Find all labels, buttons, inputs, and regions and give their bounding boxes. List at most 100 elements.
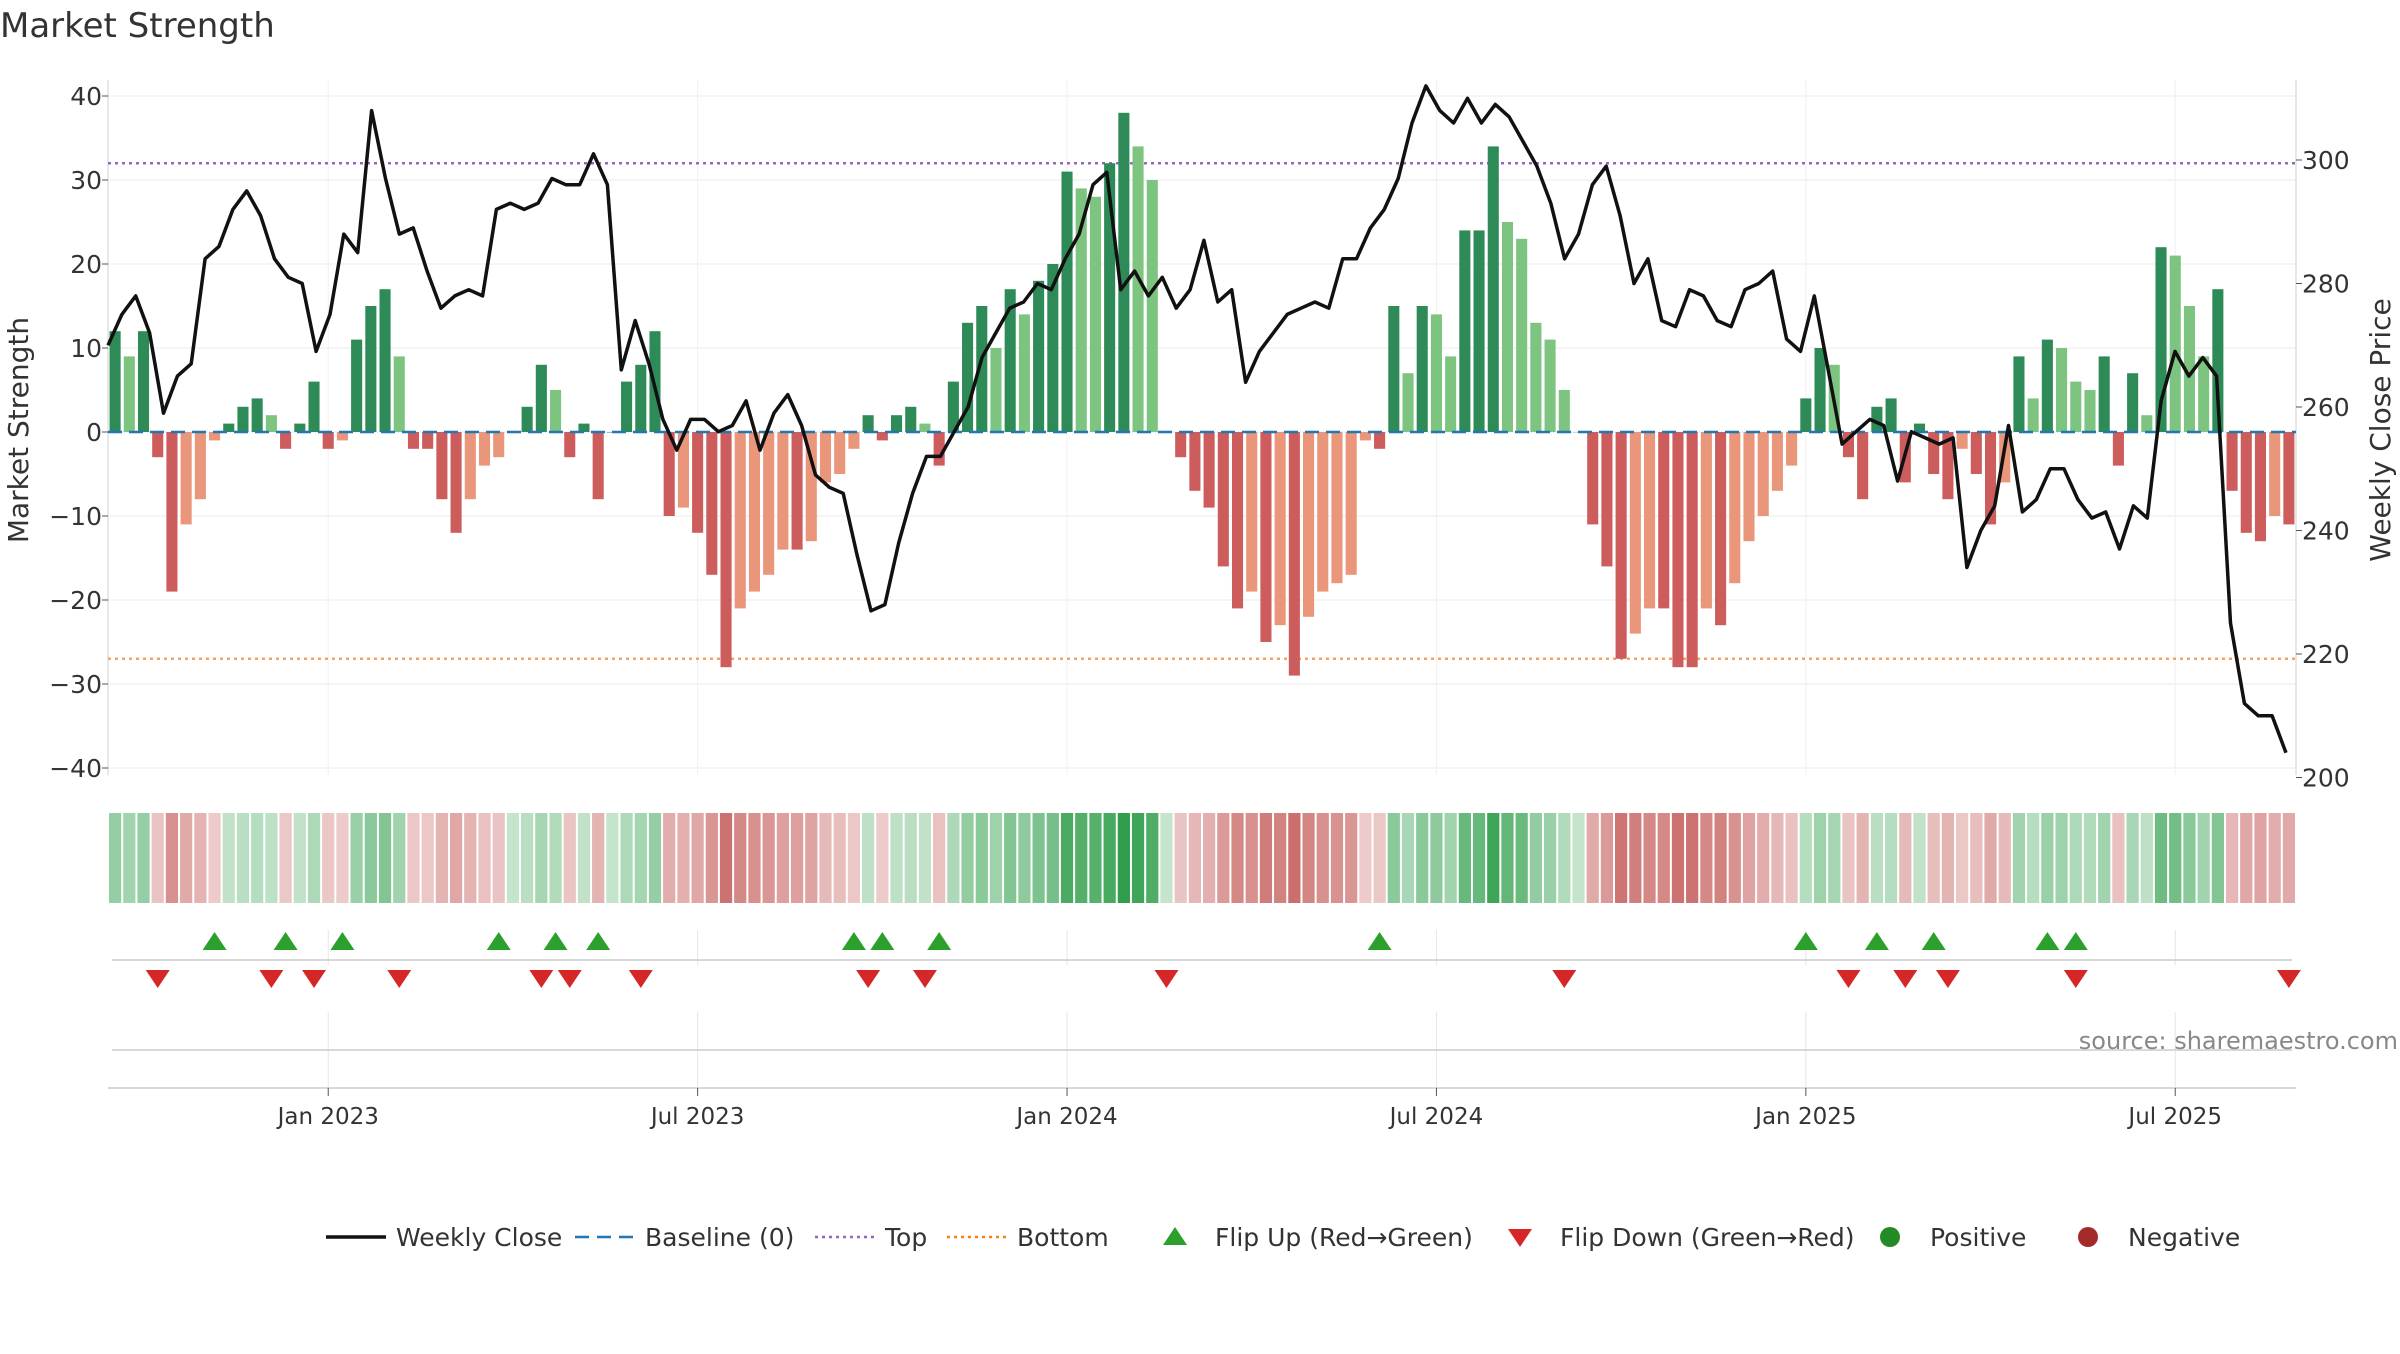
heat-cell xyxy=(1600,813,1614,903)
flip-up-marker xyxy=(202,932,227,950)
heat-cell xyxy=(1231,813,1244,903)
strength-bar xyxy=(1501,222,1514,432)
strength-bar xyxy=(791,432,803,550)
legend-swatch xyxy=(1163,1227,1187,1245)
heat-cell xyxy=(2254,813,2267,903)
heat-cell xyxy=(236,813,250,903)
heat-cell xyxy=(762,813,775,903)
heat-cell xyxy=(592,813,605,903)
strength-bar xyxy=(308,381,320,432)
strength-bar xyxy=(2112,432,2124,466)
heat-cell xyxy=(577,813,591,903)
y-right-tick-label: 240 xyxy=(2302,517,2350,546)
strength-bar xyxy=(621,381,633,432)
strength-bar xyxy=(862,415,874,432)
legend-swatch xyxy=(2078,1227,2098,1247)
flip-up-marker xyxy=(841,932,866,950)
flip-down-marker xyxy=(628,970,653,988)
strength-bar xyxy=(1359,432,1371,441)
flip-up-marker xyxy=(1367,932,1392,950)
strength-bar xyxy=(1061,171,1073,432)
strength-bar xyxy=(535,364,547,432)
strength-bar xyxy=(692,432,704,533)
flip-up-marker xyxy=(330,932,355,950)
legend-item: Bottom xyxy=(947,1223,1109,1252)
heat-cell xyxy=(947,813,960,903)
strength-bar xyxy=(1217,432,1229,567)
y-right-tick-label: 260 xyxy=(2302,393,2350,422)
heat-cell xyxy=(1330,813,1344,903)
strength-bar xyxy=(1303,432,1315,617)
flip-down-marker xyxy=(912,970,937,988)
strength-bar xyxy=(1430,314,1442,432)
strength-bar xyxy=(663,432,675,516)
strength-bar xyxy=(1615,432,1627,659)
y-left-tick-label: 40 xyxy=(70,82,102,111)
heat-cell xyxy=(535,813,548,903)
strength-bar xyxy=(450,432,462,533)
strength-bar xyxy=(1558,390,1570,432)
legend-label: Flip Down (Green→Red) xyxy=(1560,1223,1855,1252)
y-left-tick-label: −40 xyxy=(49,754,102,783)
legend-label: Top xyxy=(884,1223,927,1252)
heat-cell xyxy=(1032,813,1045,903)
heat-cell xyxy=(1131,813,1145,903)
strength-bar xyxy=(1871,406,1883,432)
strength-bar xyxy=(209,432,221,441)
heat-cell xyxy=(1842,813,1855,903)
strength-bar xyxy=(819,432,832,483)
y-left-tick-label: 30 xyxy=(70,166,102,195)
strength-bar xyxy=(436,432,448,500)
strength-bar xyxy=(180,432,192,525)
heat-cell xyxy=(606,813,619,903)
strength-bar xyxy=(2127,373,2139,432)
heat-cell xyxy=(464,813,477,903)
heat-cell xyxy=(1217,813,1230,903)
heat-cell xyxy=(208,813,221,903)
heat-cell xyxy=(1401,813,1415,903)
flip-down-marker xyxy=(145,970,170,988)
y-right-tick-label: 220 xyxy=(2302,640,2350,669)
heat-cell xyxy=(663,813,676,903)
heat-cell xyxy=(1416,813,1429,903)
weekly-close-line xyxy=(106,84,2288,754)
heat-cell xyxy=(1444,813,1457,903)
strength-bar xyxy=(1146,180,1158,432)
heat-cell xyxy=(2225,813,2239,903)
heat-cell xyxy=(1757,813,1770,903)
strength-bar xyxy=(550,390,562,432)
flip-up-marker xyxy=(870,932,895,950)
legend: Weekly Close Baseline (0) Top Bottom Flip Up… xyxy=(326,1223,2240,1252)
legend-item: Flip Up (Red→Green) xyxy=(1163,1223,1473,1252)
flip-down-marker xyxy=(259,970,284,988)
strength-bar xyxy=(990,348,1002,432)
threshold-lines xyxy=(108,161,2296,661)
strength-bar xyxy=(1132,146,1144,432)
heat-cell xyxy=(222,813,235,903)
strength-bar xyxy=(1459,230,1471,432)
heat-cell xyxy=(563,813,576,903)
heat-cell xyxy=(2282,813,2296,903)
strength-bar xyxy=(2098,356,2110,432)
legend-item: Flip Down (Green→Red) xyxy=(1508,1223,1855,1252)
flip-up-marker xyxy=(1793,932,1818,950)
heat-cell xyxy=(1700,813,1713,903)
heat-cell xyxy=(350,813,363,903)
flip-up-marker xyxy=(1864,932,1889,950)
strength-bar xyxy=(1331,432,1343,584)
strength-bar xyxy=(763,432,775,575)
x-tick-label: Jan 2024 xyxy=(1014,1104,1117,1130)
heat-cell xyxy=(2041,813,2054,903)
y-left-tick-label: 0 xyxy=(86,418,102,447)
strength-bar xyxy=(265,415,277,432)
heat-cell xyxy=(2240,813,2253,903)
heat-cell xyxy=(1487,813,1500,903)
heat-cell xyxy=(705,813,718,903)
strength-bar xyxy=(109,331,121,432)
strength-bar xyxy=(962,322,974,432)
heat-cell xyxy=(1799,813,1812,903)
y-axis-left-label: Market Strength xyxy=(2,317,35,543)
flip-up-marker xyxy=(543,932,568,950)
heat-cell xyxy=(2169,813,2182,903)
